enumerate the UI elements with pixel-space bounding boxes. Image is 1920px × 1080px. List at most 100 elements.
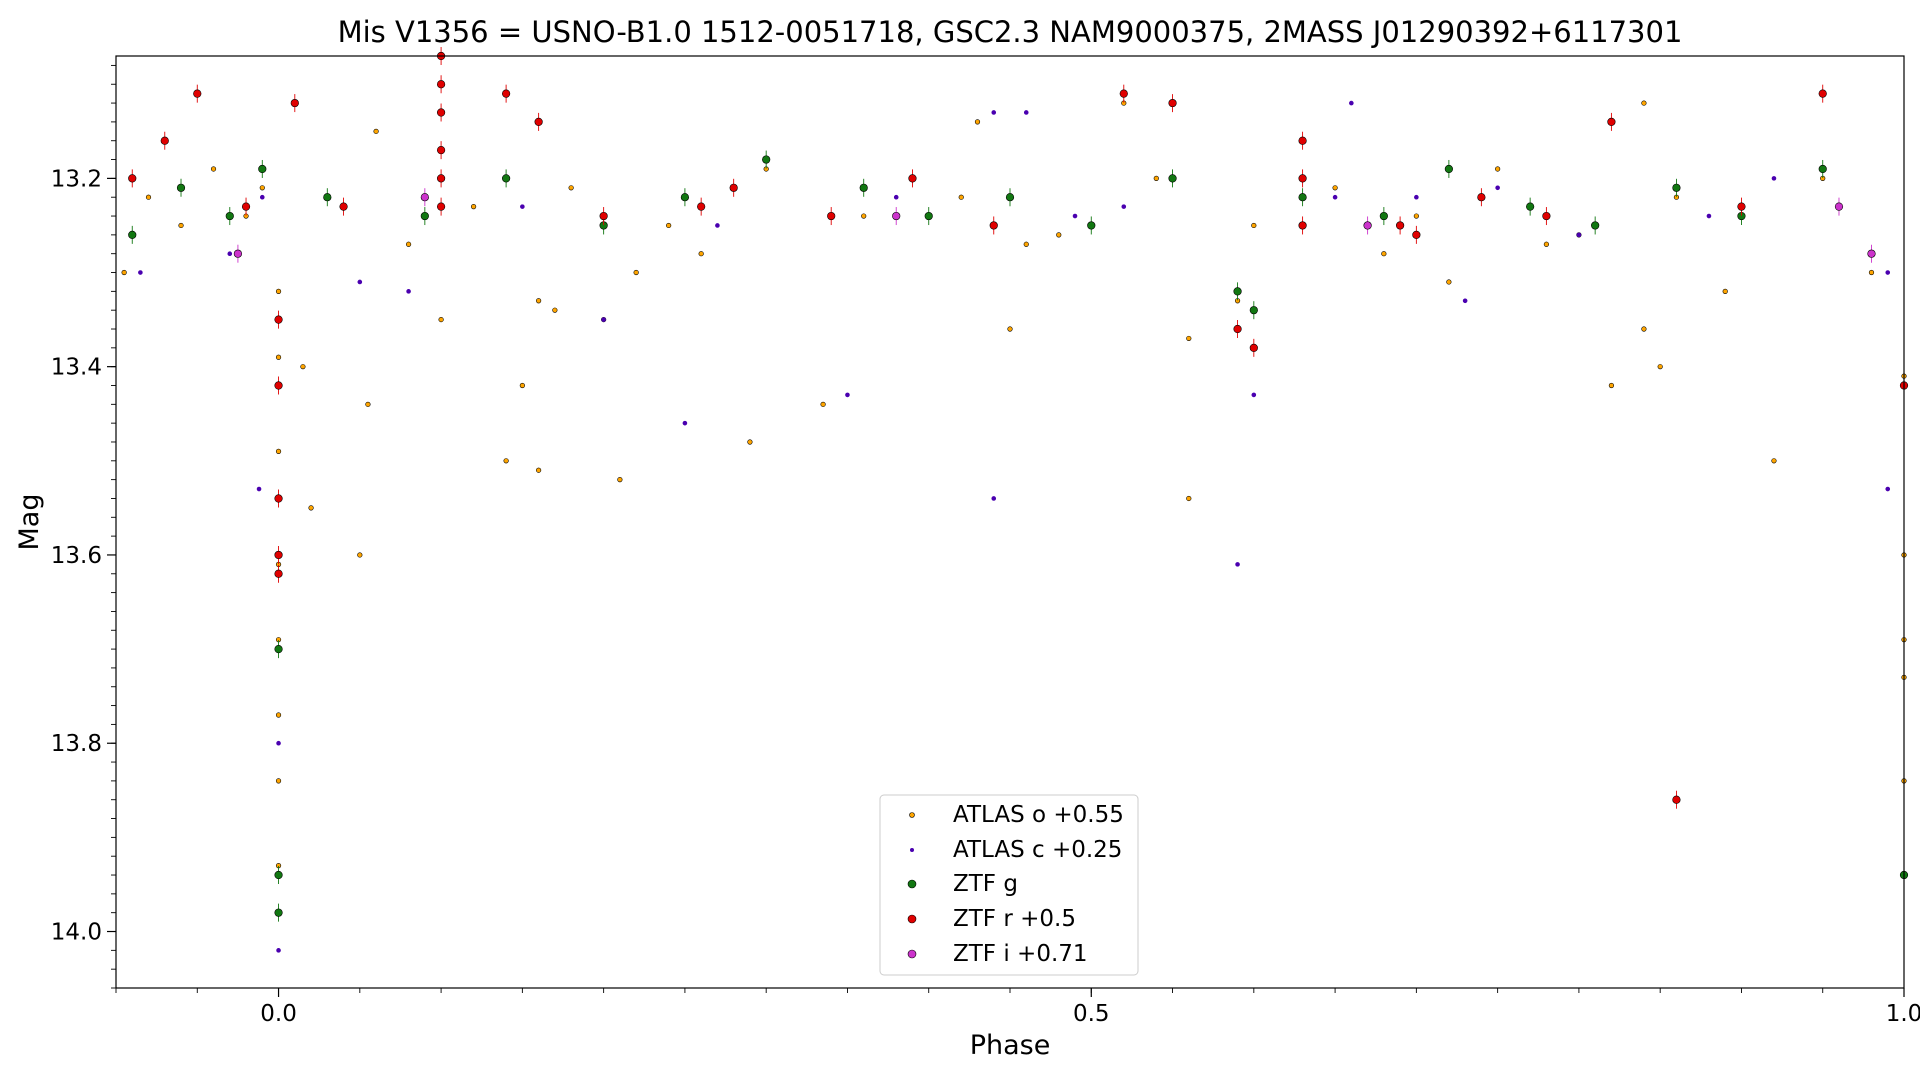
y-axis-ticks: 13.2 13.4 13.6 13.8 14.0	[51, 64, 116, 989]
data-point	[176, 183, 186, 192]
data-point	[1446, 279, 1452, 285]
data-point	[1233, 324, 1242, 334]
data-point	[1607, 117, 1616, 126]
data-point	[1298, 174, 1307, 183]
data-point	[861, 213, 867, 219]
data-point	[845, 392, 850, 398]
series	[128, 47, 1909, 809]
legend-entry: ATLAS c +0.25	[910, 837, 1122, 863]
data-point	[308, 505, 314, 511]
data-point	[1771, 176, 1777, 181]
data-point	[1591, 221, 1600, 230]
data-point	[160, 136, 169, 145]
data-point	[536, 467, 542, 473]
data-point	[274, 870, 283, 880]
data-point	[471, 204, 477, 210]
data-point	[274, 494, 283, 503]
data-point	[1119, 89, 1128, 98]
data-point	[698, 251, 704, 257]
data-point	[274, 315, 283, 324]
data-point	[552, 307, 558, 313]
data-point	[436, 80, 446, 89]
data-point	[534, 117, 543, 126]
data-point	[1233, 287, 1242, 296]
data-point	[121, 269, 127, 276]
series	[138, 100, 1891, 953]
data-point	[1834, 202, 1844, 211]
data-point	[1298, 136, 1307, 145]
data-point	[1657, 364, 1663, 370]
data-point	[1349, 100, 1354, 106]
data-point	[599, 211, 608, 221]
data-point	[859, 183, 868, 192]
legend-marker	[907, 879, 917, 889]
data-point	[1056, 232, 1062, 238]
data-point	[274, 550, 283, 560]
data-point	[1413, 213, 1419, 219]
data-point	[1706, 213, 1712, 219]
data-point	[210, 166, 217, 172]
data-point	[820, 401, 826, 407]
data-point	[1023, 110, 1029, 115]
data-point	[1249, 306, 1258, 315]
data-point	[1298, 221, 1307, 230]
data-point	[1363, 221, 1372, 230]
data-point	[1868, 269, 1875, 276]
legend-entry: ZTF g	[907, 871, 1018, 897]
data-point	[138, 270, 143, 275]
data-point	[275, 712, 282, 718]
data-point	[1608, 382, 1615, 389]
data-point	[958, 194, 964, 200]
legend-marker	[907, 914, 917, 924]
data-point	[405, 241, 412, 247]
y-axis-label: Mag	[14, 494, 45, 551]
y-tick-label: 13.6	[51, 543, 102, 569]
x-axis-label: Phase	[970, 1030, 1051, 1061]
data-point	[1186, 335, 1192, 342]
data-point	[233, 249, 243, 258]
data-point	[503, 458, 509, 464]
data-point	[502, 174, 511, 183]
x-axis-ticks: 0.0 0.5 1.0	[115, 988, 1920, 1027]
data-point	[1249, 343, 1258, 352]
data-point	[519, 382, 525, 389]
y-tick-label: 13.4	[51, 355, 102, 381]
data-point	[1543, 241, 1549, 247]
data-point	[1641, 100, 1647, 106]
data-point	[128, 174, 137, 183]
data-point	[241, 202, 251, 211]
data-point	[680, 193, 690, 202]
data-point	[420, 211, 429, 221]
data-point	[1023, 241, 1029, 247]
data-point	[259, 185, 265, 191]
data-point	[989, 221, 998, 230]
legend-label: ZTF r +0.5	[953, 906, 1076, 932]
data-point	[1379, 211, 1388, 221]
data-point	[1153, 175, 1159, 181]
data-point	[274, 381, 283, 390]
data-point	[274, 644, 283, 654]
data-point	[1771, 458, 1777, 464]
data-point	[275, 778, 282, 784]
data-point	[1168, 174, 1177, 183]
data-point	[1641, 326, 1647, 332]
data-point	[275, 354, 282, 360]
data-point	[1007, 326, 1013, 332]
legend-marker	[907, 949, 917, 959]
data-point	[406, 289, 411, 294]
data-point	[438, 316, 444, 323]
data-point	[128, 230, 137, 239]
data-point	[617, 477, 623, 483]
legend-entry: ZTF r +0.5	[907, 906, 1076, 932]
data-point	[1251, 222, 1257, 229]
data-point	[357, 552, 363, 558]
data-point	[1867, 249, 1876, 258]
data-point	[339, 202, 348, 211]
data-point	[1885, 270, 1891, 275]
series	[233, 188, 1876, 263]
data-point	[1005, 193, 1015, 202]
data-point	[258, 164, 267, 174]
data-point	[568, 185, 574, 191]
legend-label: ATLAS c +0.25	[953, 837, 1122, 863]
